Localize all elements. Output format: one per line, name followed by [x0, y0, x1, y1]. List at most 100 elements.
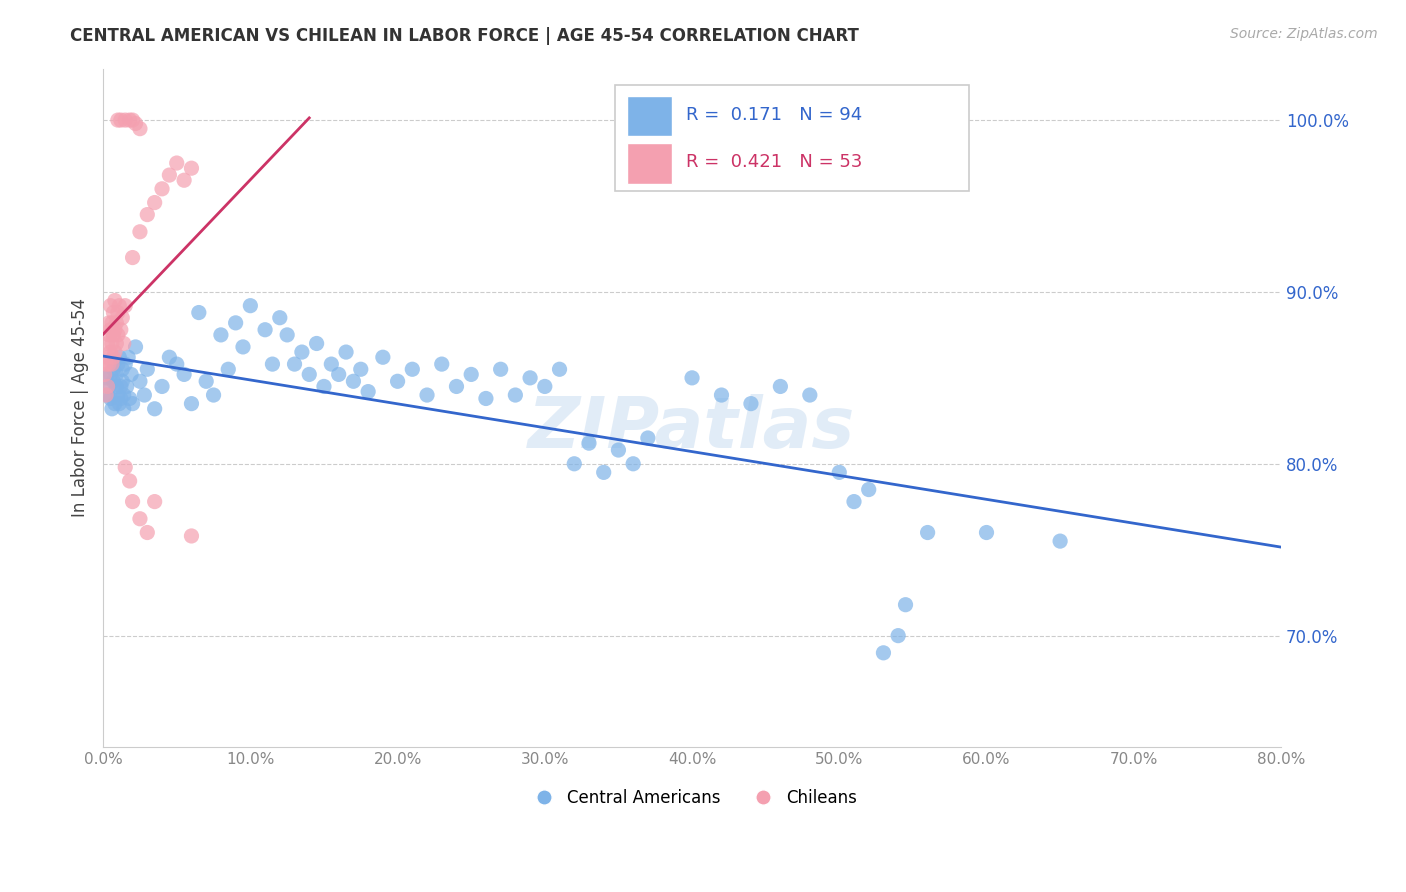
- Point: [150, 182, 173, 196]
- Point: [100, 392, 122, 406]
- Point: [101, 357, 124, 371]
- Point: [710, 388, 733, 402]
- Point: [108, 299, 131, 313]
- Point: [104, 293, 127, 308]
- Point: [202, 388, 225, 402]
- Point: [894, 598, 917, 612]
- Point: [107, 327, 129, 342]
- Point: [107, 357, 129, 371]
- Point: [887, 629, 910, 643]
- Point: [430, 357, 453, 371]
- Point: [96, 379, 118, 393]
- Point: [98, 357, 121, 371]
- Point: [143, 195, 166, 210]
- Point: [371, 350, 394, 364]
- Point: [562, 457, 585, 471]
- Point: [111, 310, 134, 325]
- Point: [129, 225, 152, 239]
- Point: [115, 379, 138, 393]
- Point: [112, 401, 135, 416]
- Point: [917, 525, 939, 540]
- Text: ZIPatlas: ZIPatlas: [529, 393, 856, 463]
- Point: [180, 161, 202, 176]
- Point: [298, 368, 321, 382]
- Point: [93, 368, 115, 382]
- Point: [150, 379, 173, 393]
- Point: [129, 121, 152, 136]
- Point: [799, 388, 821, 402]
- Point: [328, 368, 350, 382]
- Point: [110, 323, 132, 337]
- Point: [195, 374, 218, 388]
- Point: [592, 466, 614, 480]
- Point: [578, 436, 600, 450]
- Point: [104, 397, 127, 411]
- Point: [740, 397, 762, 411]
- Point: [291, 345, 314, 359]
- Point: [976, 525, 998, 540]
- Point: [460, 368, 482, 382]
- Point: [111, 374, 134, 388]
- Point: [225, 316, 247, 330]
- Point: [103, 327, 125, 342]
- Point: [842, 494, 865, 508]
- Point: [239, 299, 262, 313]
- Point: [107, 113, 129, 128]
- Point: [104, 345, 127, 359]
- Point: [108, 350, 131, 364]
- Point: [98, 327, 121, 342]
- Point: [121, 251, 143, 265]
- Point: [254, 323, 277, 337]
- Point: [157, 350, 180, 364]
- Point: [103, 305, 125, 319]
- Point: [96, 336, 118, 351]
- Point: [143, 401, 166, 416]
- Point: [134, 388, 156, 402]
- Point: [342, 374, 364, 388]
- Point: [166, 357, 188, 371]
- Point: [209, 327, 232, 342]
- Point: [104, 323, 127, 337]
- Point: [519, 371, 541, 385]
- Point: [118, 113, 141, 128]
- Point: [114, 357, 136, 371]
- Point: [548, 362, 571, 376]
- Point: [114, 299, 136, 313]
- Point: [129, 374, 152, 388]
- Point: [103, 350, 125, 364]
- Point: [357, 384, 380, 399]
- Point: [136, 362, 159, 376]
- FancyBboxPatch shape: [627, 144, 672, 184]
- Text: Source: ZipAtlas.com: Source: ZipAtlas.com: [1230, 27, 1378, 41]
- Point: [101, 336, 124, 351]
- Point: [100, 345, 122, 359]
- Point: [110, 113, 132, 128]
- Point: [103, 362, 125, 376]
- Point: [276, 327, 298, 342]
- Point: [173, 368, 195, 382]
- Point: [232, 340, 254, 354]
- Point: [121, 113, 143, 128]
- Point: [305, 336, 328, 351]
- Point: [108, 397, 131, 411]
- Y-axis label: In Labor Force | Age 45-54: In Labor Force | Age 45-54: [72, 299, 89, 517]
- Text: R =  0.171   N = 94: R = 0.171 N = 94: [686, 106, 862, 124]
- Point: [872, 646, 894, 660]
- Point: [217, 362, 239, 376]
- Point: [681, 371, 703, 385]
- Point: [107, 388, 129, 402]
- Point: [98, 379, 121, 393]
- Point: [111, 362, 134, 376]
- Point: [114, 113, 136, 128]
- Point: [94, 357, 117, 371]
- Point: [335, 345, 357, 359]
- Point: [100, 299, 122, 313]
- Point: [143, 494, 166, 508]
- Point: [769, 379, 792, 393]
- Point: [173, 173, 195, 187]
- Point: [533, 379, 555, 393]
- Point: [475, 392, 498, 406]
- Point: [136, 208, 159, 222]
- Point: [96, 388, 118, 402]
- Point: [118, 474, 141, 488]
